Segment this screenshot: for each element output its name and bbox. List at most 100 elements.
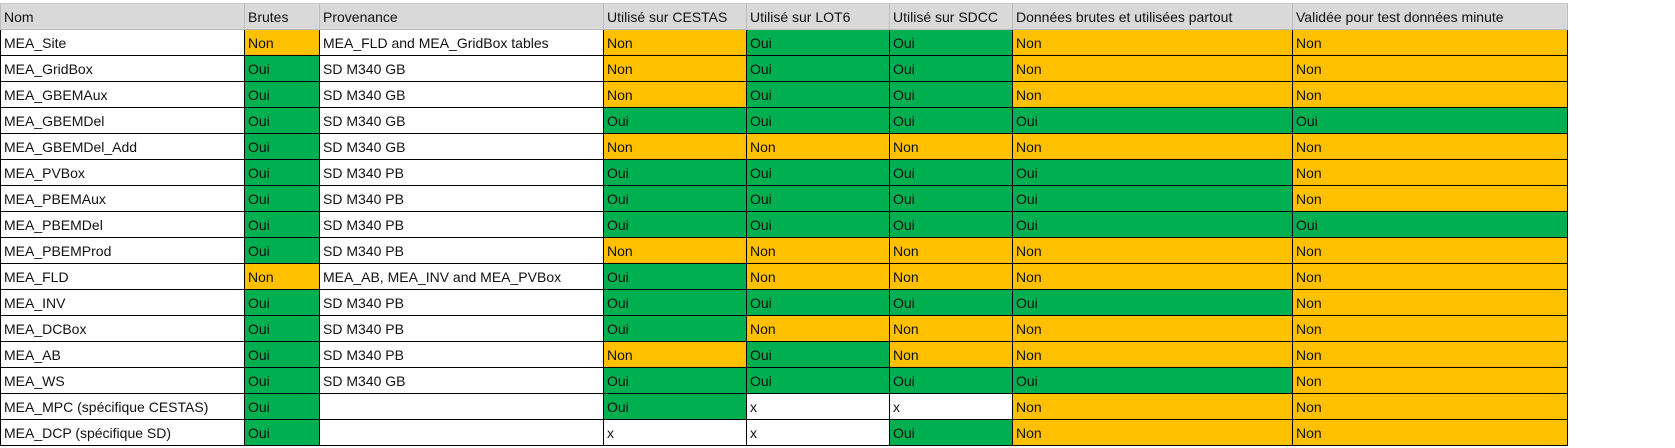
cell-nom[interactable]: MEA_GBEMDel_Add xyxy=(0,133,245,160)
cell-nom[interactable]: MEA_PBEMDel xyxy=(0,211,245,238)
cell-cestas[interactable]: Oui xyxy=(603,263,747,290)
cell-lot6[interactable]: Oui xyxy=(746,159,890,186)
cell-validee[interactable]: Non xyxy=(1292,393,1568,420)
cell-validee[interactable]: Oui xyxy=(1292,211,1568,238)
cell-cestas[interactable]: Oui xyxy=(603,107,747,134)
cell-brutes[interactable]: Oui xyxy=(244,367,320,394)
cell-sdcc[interactable]: Oui xyxy=(889,107,1013,134)
cell-validee[interactable]: Non xyxy=(1292,289,1568,316)
cell-lot6[interactable]: x xyxy=(746,419,890,446)
cell-partout[interactable]: Non xyxy=(1012,315,1293,342)
cell-nom[interactable]: MEA_Site xyxy=(0,29,245,56)
cell-validee[interactable]: Non xyxy=(1292,419,1568,446)
cell-validee[interactable]: Oui xyxy=(1292,107,1568,134)
cell-provenance[interactable] xyxy=(319,419,604,446)
cell-partout[interactable]: Oui xyxy=(1012,159,1293,186)
cell-validee[interactable]: Non xyxy=(1292,81,1568,108)
cell-brutes[interactable]: Oui xyxy=(244,133,320,160)
cell-cestas[interactable]: Oui xyxy=(603,289,747,316)
cell-cestas[interactable]: Oui xyxy=(603,393,747,420)
cell-sdcc[interactable]: Oui xyxy=(889,159,1013,186)
cell-provenance[interactable]: SD M340 GB xyxy=(319,367,604,394)
cell-provenance[interactable]: SD M340 PB xyxy=(319,211,604,238)
cell-provenance[interactable]: SD M340 PB xyxy=(319,185,604,212)
cell-partout[interactable]: Oui xyxy=(1012,211,1293,238)
header-lot6[interactable]: Utilisé sur LOT6 xyxy=(746,3,890,30)
cell-validee[interactable]: Non xyxy=(1292,367,1568,394)
cell-validee[interactable]: Non xyxy=(1292,55,1568,82)
cell-nom[interactable]: MEA_WS xyxy=(0,367,245,394)
cell-sdcc[interactable]: Non xyxy=(889,315,1013,342)
cell-cestas[interactable]: x xyxy=(603,419,747,446)
cell-brutes[interactable]: Oui xyxy=(244,81,320,108)
cell-partout[interactable]: Oui xyxy=(1012,107,1293,134)
cell-brutes[interactable]: Oui xyxy=(244,237,320,264)
cell-validee[interactable]: Non xyxy=(1292,29,1568,56)
header-sdcc[interactable]: Utilisé sur SDCC xyxy=(889,3,1013,30)
cell-cestas[interactable]: Non xyxy=(603,29,747,56)
cell-sdcc[interactable]: Oui xyxy=(889,211,1013,238)
cell-validee[interactable]: Non xyxy=(1292,159,1568,186)
cell-nom[interactable]: MEA_GridBox xyxy=(0,55,245,82)
cell-lot6[interactable]: Oui xyxy=(746,55,890,82)
cell-nom[interactable]: MEA_GBEMAux xyxy=(0,81,245,108)
cell-brutes[interactable]: Oui xyxy=(244,159,320,186)
cell-lot6[interactable]: Oui xyxy=(746,341,890,368)
cell-nom[interactable]: MEA_AB xyxy=(0,341,245,368)
cell-nom[interactable]: MEA_PVBox xyxy=(0,159,245,186)
cell-lot6[interactable]: Non xyxy=(746,237,890,264)
cell-nom[interactable]: MEA_DCP (spécifique SD) xyxy=(0,419,245,446)
cell-sdcc[interactable]: Non xyxy=(889,133,1013,160)
cell-provenance[interactable]: SD M340 GB xyxy=(319,107,604,134)
cell-cestas[interactable]: Oui xyxy=(603,185,747,212)
cell-nom[interactable]: MEA_DCBox xyxy=(0,315,245,342)
cell-cestas[interactable]: Non xyxy=(603,81,747,108)
cell-validee[interactable]: Non xyxy=(1292,237,1568,264)
header-nom[interactable]: Nom xyxy=(0,3,245,30)
cell-sdcc[interactable]: Oui xyxy=(889,55,1013,82)
cell-nom[interactable]: MEA_PBEMAux xyxy=(0,185,245,212)
cell-brutes[interactable]: Oui xyxy=(244,185,320,212)
cell-lot6[interactable]: Non xyxy=(746,263,890,290)
cell-brutes[interactable]: Oui xyxy=(244,107,320,134)
cell-validee[interactable]: Non xyxy=(1292,341,1568,368)
cell-partout[interactable]: Non xyxy=(1012,133,1293,160)
cell-brutes[interactable]: Oui xyxy=(244,211,320,238)
cell-nom[interactable]: MEA_FLD xyxy=(0,263,245,290)
cell-lot6[interactable]: Oui xyxy=(746,367,890,394)
header-validee[interactable]: Validée pour test données minute xyxy=(1292,3,1568,30)
cell-provenance[interactable]: SD M340 PB xyxy=(319,237,604,264)
cell-partout[interactable]: Non xyxy=(1012,237,1293,264)
cell-cestas[interactable]: Oui xyxy=(603,315,747,342)
cell-provenance[interactable]: SD M340 PB xyxy=(319,315,604,342)
cell-partout[interactable]: Non xyxy=(1012,419,1293,446)
cell-brutes[interactable]: Oui xyxy=(244,289,320,316)
cell-partout[interactable]: Oui xyxy=(1012,367,1293,394)
cell-cestas[interactable]: Non xyxy=(603,55,747,82)
cell-brutes[interactable]: Oui xyxy=(244,55,320,82)
cell-lot6[interactable]: Non xyxy=(746,133,890,160)
header-brutes[interactable]: Brutes xyxy=(244,3,320,30)
cell-brutes[interactable]: Oui xyxy=(244,393,320,420)
cell-provenance[interactable]: SD M340 GB xyxy=(319,55,604,82)
cell-lot6[interactable]: Oui xyxy=(746,81,890,108)
cell-partout[interactable]: Non xyxy=(1012,263,1293,290)
cell-sdcc[interactable]: Oui xyxy=(889,81,1013,108)
cell-sdcc[interactable]: Oui xyxy=(889,185,1013,212)
cell-provenance[interactable]: MEA_AB, MEA_INV and MEA_PVBox xyxy=(319,263,604,290)
cell-lot6[interactable]: Oui xyxy=(746,185,890,212)
cell-lot6[interactable]: Non xyxy=(746,315,890,342)
cell-brutes[interactable]: Non xyxy=(244,263,320,290)
cell-provenance[interactable]: SD M340 PB xyxy=(319,159,604,186)
cell-nom[interactable]: MEA_MPC (spécifique CESTAS) xyxy=(0,393,245,420)
cell-validee[interactable]: Non xyxy=(1292,315,1568,342)
cell-partout[interactable]: Non xyxy=(1012,29,1293,56)
cell-cestas[interactable]: Oui xyxy=(603,211,747,238)
cell-partout[interactable]: Non xyxy=(1012,81,1293,108)
cell-cestas[interactable]: Non xyxy=(603,237,747,264)
cell-brutes[interactable]: Oui xyxy=(244,315,320,342)
cell-partout[interactable]: Non xyxy=(1012,393,1293,420)
cell-validee[interactable]: Non xyxy=(1292,133,1568,160)
cell-sdcc[interactable]: Oui xyxy=(889,29,1013,56)
cell-cestas[interactable]: Oui xyxy=(603,367,747,394)
